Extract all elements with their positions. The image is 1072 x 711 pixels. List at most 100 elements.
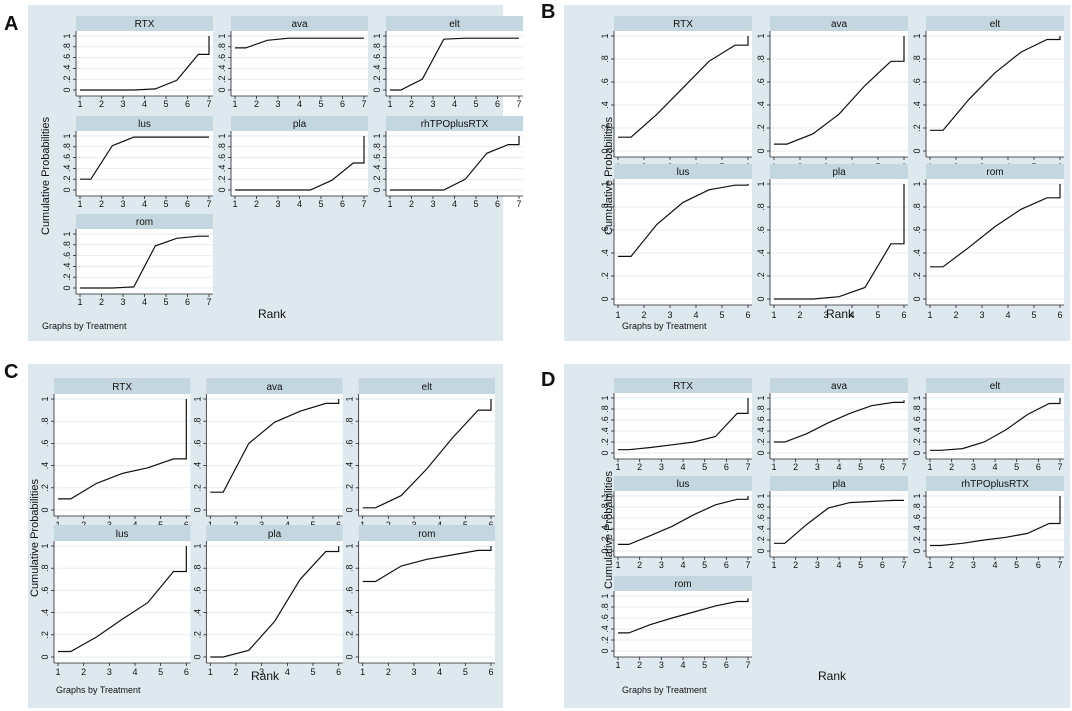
x-tick-label: 7 <box>361 199 366 209</box>
x-tick-label: 6 <box>488 667 493 677</box>
x-tick-label: 1 <box>387 99 392 109</box>
y-tick-label: .4 <box>600 101 610 109</box>
series-line <box>618 36 749 138</box>
plot-area <box>358 394 495 516</box>
x-tick-label: 5 <box>1031 310 1036 320</box>
series-line <box>618 398 749 451</box>
y-tick-label: 1 <box>600 181 610 186</box>
series-line <box>362 399 492 509</box>
x-tick-label: 3 <box>659 660 664 670</box>
subplot-rhtpoplusrtx: rhTPOplusRTX 0 .2 .4 .6 .8 1 1 2 3 4 5 6 7 <box>372 116 523 209</box>
x-tick-label: 5 <box>702 560 707 570</box>
x-axis-title: Rank <box>251 669 280 683</box>
x-tick-label: 6 <box>184 667 189 677</box>
y-tick-label: .8 <box>600 503 610 511</box>
subplot-title: lus <box>677 167 690 178</box>
subplot-ava: ava 0 .2 .4 .6 .8 1 1 2 3 4 5 6 7 <box>217 16 368 109</box>
figure-letter: D <box>541 369 555 391</box>
y-tick-label: 0 <box>372 87 382 92</box>
y-tick-label: .4 <box>217 65 227 73</box>
y-tick-label: 0 <box>62 285 72 290</box>
x-tick-label: 6 <box>495 99 500 109</box>
y-tick-label: .4 <box>192 609 202 617</box>
y-tick-label: .2 <box>912 272 922 280</box>
y-tick-label: 0 <box>912 148 922 153</box>
x-tick-label: 5 <box>702 660 707 670</box>
x-tick-label: 2 <box>99 99 104 109</box>
x-tick-label: 6 <box>1057 310 1062 320</box>
x-tick-label: 1 <box>77 297 82 307</box>
y-tick-label: .6 <box>345 587 355 595</box>
x-tick-label: 4 <box>437 667 442 677</box>
y-tick-label: 0 <box>372 187 382 192</box>
y-tick-label: .4 <box>600 249 610 257</box>
plot-area <box>614 591 752 657</box>
x-tick-label: 1 <box>615 310 620 320</box>
y-tick-label: .6 <box>372 154 382 162</box>
x-tick-label: 4 <box>1005 310 1010 320</box>
x-tick-label: 4 <box>849 310 854 320</box>
y-tick-label: .2 <box>756 272 766 280</box>
subplot-title: lus <box>116 529 129 540</box>
x-tick-label: 6 <box>880 560 885 570</box>
subplot-title: lus <box>677 479 690 490</box>
y-tick-label: 0 <box>600 148 610 153</box>
y-tick-label: 1 <box>756 181 766 186</box>
y-tick-label: .2 <box>40 484 50 492</box>
y-tick-label: .8 <box>600 55 610 63</box>
subplot-title: rom <box>986 167 1003 178</box>
x-tick-label: 3 <box>815 462 820 472</box>
y-tick-label: .2 <box>192 631 202 639</box>
series-line <box>774 400 905 443</box>
y-tick-label: .6 <box>756 226 766 234</box>
x-tick-label: 4 <box>285 667 290 677</box>
x-tick-label: 5 <box>463 667 468 677</box>
x-tick-label: 1 <box>615 660 620 670</box>
y-tick-label: 1 <box>192 543 202 548</box>
subplot-strip <box>54 525 191 541</box>
subplot-strip <box>770 476 908 491</box>
y-tick-label: .8 <box>192 417 202 425</box>
plot-area <box>54 394 191 516</box>
y-tick-label: .8 <box>372 143 382 151</box>
x-tick-label: 1 <box>55 667 60 677</box>
x-tick-label: 6 <box>340 199 345 209</box>
y-tick-label: 0 <box>345 507 355 512</box>
y-tick-label: 1 <box>912 493 922 498</box>
y-tick-label: .2 <box>912 124 922 132</box>
y-tick-label: .2 <box>372 175 382 183</box>
y-tick-label: .2 <box>217 75 227 83</box>
subplot-strip <box>614 16 752 31</box>
x-tick-label: 2 <box>233 667 238 677</box>
x-tick-label: 6 <box>185 297 190 307</box>
x-tick-label: 5 <box>473 199 478 209</box>
x-axis-title: Rank <box>826 307 855 321</box>
y-tick-label: .8 <box>756 55 766 63</box>
subplot-rtx: RTX 0 .2 .4 .6 .8 1 1 2 3 4 5 6 7 <box>600 378 752 472</box>
y-tick-label: 1 <box>345 396 355 401</box>
y-tick-label: .6 <box>756 78 766 86</box>
subplot-title: ava <box>291 19 308 30</box>
x-tick-label: 2 <box>81 667 86 677</box>
x-tick-label: 3 <box>659 462 664 472</box>
y-tick-label: 0 <box>756 450 766 455</box>
y-tick-label: .6 <box>40 440 50 448</box>
y-tick-label: .4 <box>345 462 355 470</box>
x-tick-label: 6 <box>880 462 885 472</box>
y-tick-label: .8 <box>756 405 766 413</box>
x-tick-label: 7 <box>1057 462 1062 472</box>
x-tick-label: 1 <box>360 667 365 677</box>
plot-area <box>231 31 368 96</box>
subplot-title: pla <box>832 167 846 178</box>
plot-area <box>926 491 1064 557</box>
series-line <box>362 546 492 583</box>
y-tick-label: 1 <box>600 593 610 598</box>
y-tick-label: .8 <box>912 55 922 63</box>
y-axis-title: Cumulative Probabilities <box>29 479 41 597</box>
x-tick-label: 3 <box>667 310 672 320</box>
x-tick-label: 3 <box>815 560 820 570</box>
y-tick-label: 0 <box>756 148 766 153</box>
